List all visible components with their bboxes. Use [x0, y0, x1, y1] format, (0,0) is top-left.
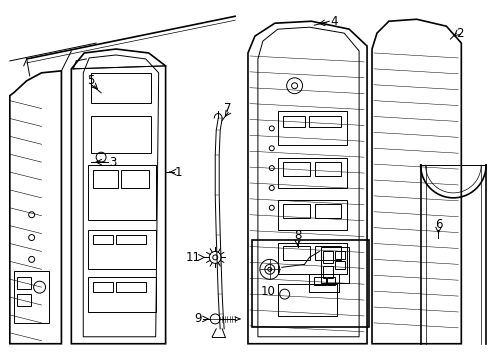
Text: 6: 6 [434, 218, 441, 231]
Bar [314, 277, 325, 285]
Text: 8: 8 [293, 229, 301, 242]
Bar [93, 235, 113, 244]
Bar [315, 162, 341, 176]
Bar [277, 158, 346, 188]
Text: 5: 5 [87, 74, 95, 87]
Text: 9: 9 [194, 312, 202, 325]
Bar [321, 247, 348, 283]
Bar [335, 261, 345, 269]
Bar [326, 277, 335, 285]
Bar [91, 116, 150, 153]
Bar [17, 277, 31, 289]
Bar [282, 204, 310, 218]
Bar [315, 204, 341, 218]
Bar [335, 251, 345, 260]
Bar [91, 73, 150, 103]
Bar [17, 294, 31, 306]
Bar [88, 230, 155, 269]
Bar [323, 266, 333, 278]
Bar [309, 274, 339, 292]
Text: 4: 4 [330, 15, 337, 28]
Bar [93, 282, 113, 292]
Bar [323, 251, 333, 264]
Bar [277, 200, 346, 230]
Text: 11: 11 [185, 251, 201, 264]
Text: 1: 1 [174, 166, 182, 179]
Bar [277, 243, 346, 274]
Bar [116, 235, 145, 244]
Text: 2: 2 [456, 27, 463, 40]
Bar [251, 239, 368, 327]
Bar [121, 170, 148, 188]
Bar [88, 277, 155, 312]
Text: 3: 3 [109, 156, 117, 168]
Text: 10: 10 [260, 285, 275, 298]
Bar [282, 162, 310, 176]
Bar [14, 271, 48, 323]
Bar [277, 111, 346, 145]
Bar [88, 165, 155, 220]
Bar [282, 116, 304, 127]
Bar [282, 247, 310, 260]
Bar [93, 170, 118, 188]
Bar [116, 282, 145, 292]
Bar [315, 247, 341, 260]
Bar [277, 284, 337, 316]
Bar [309, 116, 341, 127]
Text: 7: 7 [224, 102, 231, 115]
